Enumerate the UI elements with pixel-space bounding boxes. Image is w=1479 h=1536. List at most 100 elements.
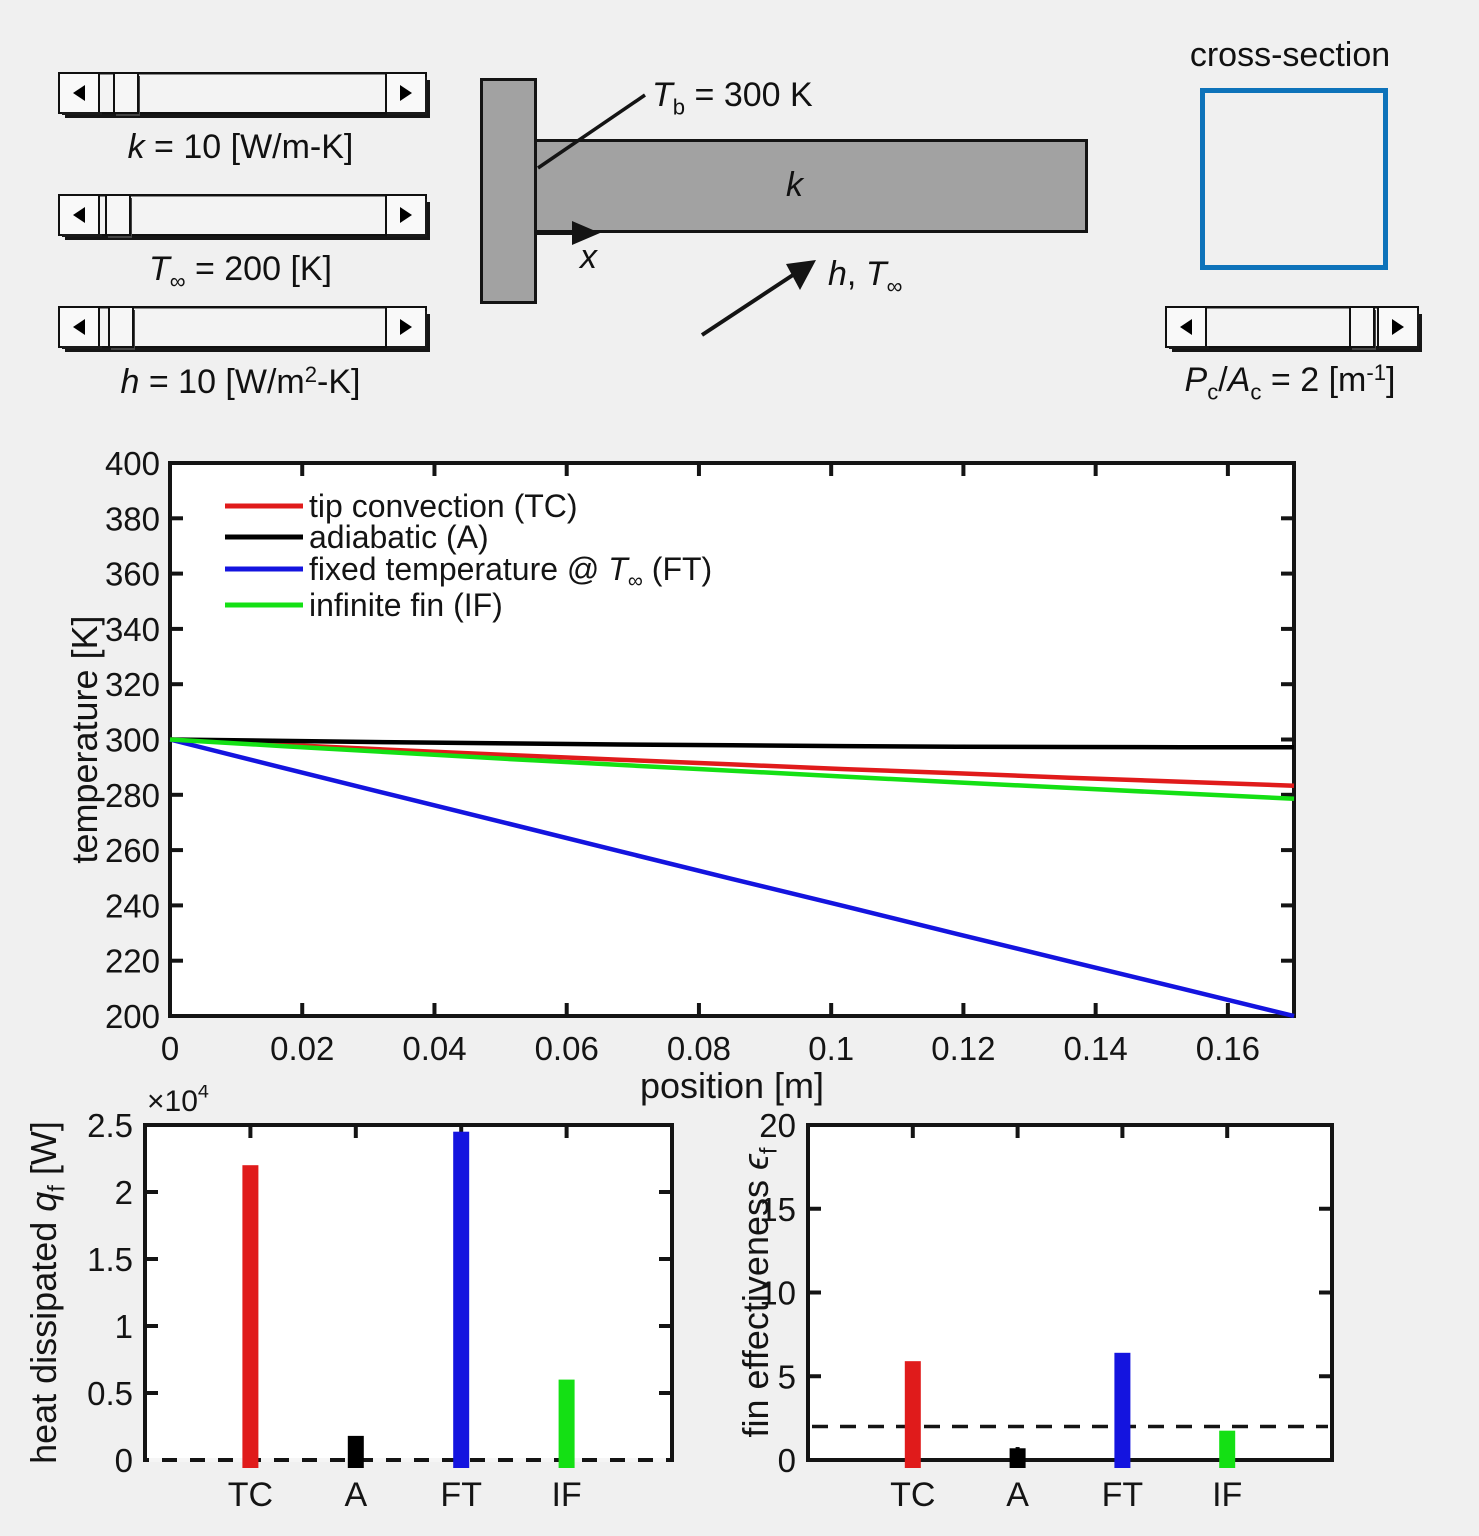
category-label-A: A — [344, 1476, 367, 1514]
legend-label: adiabatic (A) — [309, 519, 489, 555]
arrow-left-icon — [73, 85, 85, 101]
slider-k-track[interactable] — [100, 74, 385, 112]
y-tick-label: 220 — [105, 943, 160, 980]
y-tick-label: 400 — [105, 445, 160, 482]
convection-arrowhead-icon — [786, 260, 816, 290]
heat-dissipated-bar-chart: TC A FT IF 0 0.5 1 1.5 2 2.5 ×104 heat dissipated q… — [30, 1085, 674, 1514]
fin-body — [534, 139, 1088, 233]
temperature-position-line-chart: 0 0.02 0.04 0.06 0.08 0.1 0.12 0.14 0.16 200 220 24… — [64, 445, 1296, 1106]
y-tick-label: 1.5 — [87, 1241, 133, 1278]
legend-label: fixed temperature @ T∞ (FT) — [309, 551, 712, 593]
label-t-infinity-value: T∞ = 200 [K] — [148, 250, 333, 294]
y-tick-label: 340 — [105, 611, 160, 648]
y-tick-label: 0 — [778, 1442, 796, 1479]
y-tick-label: 0.5 — [87, 1375, 133, 1412]
series-fixed temperature @ T-inf (FT) — [169, 737, 1295, 1019]
slider-pa-increment-button[interactable] — [1377, 308, 1417, 346]
x-tick-label: 0.06 — [535, 1030, 599, 1067]
x-tick-label: 0.08 — [667, 1030, 731, 1067]
bar-TC — [904, 1361, 921, 1468]
bar-FT — [1114, 1352, 1131, 1468]
slider-pa-decrement-button[interactable] — [1167, 308, 1207, 346]
x-tick-label: 0.14 — [1064, 1030, 1128, 1067]
x-axis-label: position [m] — [640, 1065, 824, 1106]
bar-IF — [1219, 1430, 1236, 1468]
x-axis-arrowhead-icon — [572, 221, 600, 245]
legend-label: tip convection (TC) — [309, 488, 578, 524]
bar-A — [1009, 1448, 1026, 1468]
y-tick-label: 300 — [105, 722, 160, 759]
y-tick-label: 380 — [105, 500, 160, 537]
arrow-right-icon — [1392, 319, 1404, 335]
base-temp-pointer-line — [537, 93, 646, 170]
y-tick-label: 240 — [105, 887, 160, 924]
plot-frame — [168, 461, 1296, 1018]
convection-arrow-line — [700, 269, 801, 337]
y-tick-label: 15 — [759, 1191, 796, 1228]
slider-k-thumb[interactable] — [113, 72, 140, 114]
slider-perimeter-area-ratio[interactable] — [1165, 306, 1419, 348]
arrow-right-icon — [400, 207, 412, 223]
slider-h-track[interactable] — [100, 308, 385, 346]
bar-TC — [242, 1165, 259, 1468]
slider-pa-thumb[interactable] — [1349, 306, 1376, 348]
y-axis-label: heat dissipated qf [W] — [30, 1121, 71, 1464]
bar-A — [347, 1435, 364, 1468]
y-tick-label: 5 — [778, 1358, 796, 1395]
x-tick-label: 0 — [161, 1030, 179, 1067]
y-tick-label: 360 — [105, 556, 160, 593]
label-x-axis: x — [580, 238, 597, 276]
x-tick-label: 0.02 — [270, 1030, 334, 1067]
category-label-IF: IF — [1212, 1476, 1242, 1514]
label-fin-conductivity: k — [786, 166, 803, 204]
slider-k-increment-button[interactable] — [385, 74, 425, 112]
fin-diagram-annotations — [536, 93, 816, 337]
y-tick-label: 200 — [105, 998, 160, 1035]
label-h-value: h = 10 [W/m2-K] — [120, 362, 361, 402]
base-wall — [480, 78, 537, 304]
slider-t-infinity-decrement-button[interactable] — [60, 196, 100, 234]
slider-k[interactable] — [58, 72, 427, 114]
y-tick-label: 1 — [115, 1308, 133, 1345]
category-label-IF: IF — [551, 1476, 581, 1514]
category-label-FT: FT — [440, 1476, 482, 1514]
arrow-right-icon — [400, 85, 412, 101]
slider-t-infinity-track[interactable] — [100, 196, 385, 234]
x-tick-label: 0.1 — [808, 1030, 854, 1067]
y-tick-label: 320 — [105, 666, 160, 703]
bar-IF — [558, 1379, 575, 1468]
y-tick-label: 20 — [759, 1107, 796, 1144]
x-tick-label: 0.04 — [402, 1030, 466, 1067]
plot-frame — [143, 1123, 674, 1462]
arrow-left-icon — [73, 319, 85, 335]
category-label-TC: TC — [890, 1476, 935, 1514]
category-label-A: A — [1006, 1476, 1029, 1514]
y-tick-label: 260 — [105, 832, 160, 869]
slider-t-infinity-thumb[interactable] — [105, 194, 132, 236]
slider-k-decrement-button[interactable] — [60, 74, 100, 112]
slider-h-increment-button[interactable] — [385, 308, 425, 346]
label-perimeter-area-value: Pc/Ac = 2 [m-1] — [1184, 360, 1396, 405]
series-infinite fin (IF) — [169, 737, 1295, 801]
legend-label: infinite fin (IF) — [309, 587, 503, 623]
label-base-temperature: Tb = 300 K — [652, 76, 813, 120]
category-label-FT: FT — [1102, 1476, 1144, 1514]
slider-t-infinity-increment-button[interactable] — [385, 196, 425, 234]
cross-section-title: cross-section — [1189, 36, 1391, 74]
slider-t-infinity[interactable] — [58, 194, 427, 236]
arrow-left-icon — [1180, 319, 1192, 335]
bar-FT — [453, 1131, 470, 1468]
axis-scale-label: ×104 — [147, 1085, 209, 1118]
y-tick-label: 2.5 — [87, 1107, 133, 1144]
x-tick-label: 0.12 — [931, 1030, 995, 1067]
y-tick-label: 0 — [115, 1442, 133, 1479]
slider-h[interactable] — [58, 306, 427, 348]
x-tick-label: 0.16 — [1196, 1030, 1260, 1067]
slider-pa-track[interactable] — [1207, 308, 1377, 346]
y-tick-label: 2 — [115, 1174, 133, 1211]
slider-h-thumb[interactable] — [107, 306, 134, 348]
y-tick-label: 280 — [105, 777, 160, 814]
slider-h-decrement-button[interactable] — [60, 308, 100, 346]
